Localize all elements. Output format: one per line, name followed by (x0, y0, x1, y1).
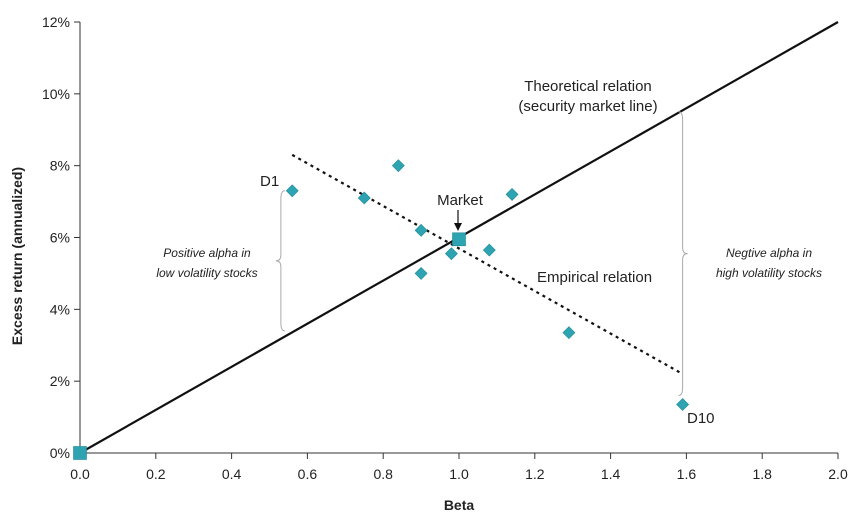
x-tick-label: 2.0 (828, 466, 848, 482)
x-tick-label: 0.4 (222, 466, 242, 482)
data-points (73, 159, 690, 460)
d1-label: D1 (260, 173, 279, 190)
x-tick-label: 1.8 (752, 466, 772, 482)
y-axis-title: Excess return (annualized) (9, 167, 25, 345)
empirical-relation-label: Empirical relation (537, 269, 652, 286)
left-alpha-bracket (275, 190, 285, 332)
x-tick-label: 0.2 (146, 466, 166, 482)
diamond-point (562, 326, 576, 340)
alpha-brackets (275, 111, 688, 397)
diamond-point (505, 187, 519, 201)
square-point (452, 232, 466, 247)
market-label: Market (437, 192, 484, 209)
x-tick-label: 0.8 (373, 466, 393, 482)
diamond-point (482, 243, 496, 257)
right-alpha-bracket (678, 111, 688, 397)
negative-alpha-label-line1: Negtive alpha in (726, 246, 812, 260)
diamond-point (285, 184, 299, 198)
x-tick-label: 0.0 (70, 466, 90, 482)
market-arrow-head (454, 223, 462, 231)
x-tick-label: 1.0 (449, 466, 469, 482)
diamond-point (444, 247, 458, 261)
axes: 0% 2% 4% 6% 8% 10% 12% 0.0 0.2 0.4 0.6 0.8 1.0 1.2 1.4… (42, 14, 848, 482)
x-tick-label: 1.2 (525, 466, 545, 482)
y-tick-label: 2% (50, 373, 70, 389)
diamond-point (391, 159, 405, 173)
diamond-point (414, 223, 428, 237)
x-tick-label: 0.6 (298, 466, 318, 482)
x-tick-label: 1.4 (601, 466, 621, 482)
y-tick-label: 4% (50, 301, 70, 317)
y-tick-label: 8% (50, 158, 70, 174)
positive-alpha-label-line2: low volatility stocks (156, 266, 257, 280)
y-tick-label: 10% (42, 86, 70, 102)
diamond-point (414, 266, 428, 280)
diamond-point (676, 398, 690, 411)
security-market-line-label: (security market line) (518, 98, 657, 115)
diamond-point (357, 191, 371, 205)
x-axis-title: Beta (444, 497, 475, 513)
y-tick-label: 6% (50, 230, 70, 246)
x-tick-label: 1.6 (677, 466, 697, 482)
y-tick-label: 12% (42, 14, 70, 30)
d10-label: D10 (687, 410, 715, 427)
square-point (73, 446, 87, 460)
theoretical-relation-label: Theoretical relation (524, 78, 652, 95)
positive-alpha-label-line1: Positive alpha in (163, 246, 251, 260)
empirical-relation-line (291, 153, 684, 375)
negative-alpha-label-line2: high volatility stocks (716, 266, 822, 280)
y-tick-label: 0% (50, 445, 70, 461)
